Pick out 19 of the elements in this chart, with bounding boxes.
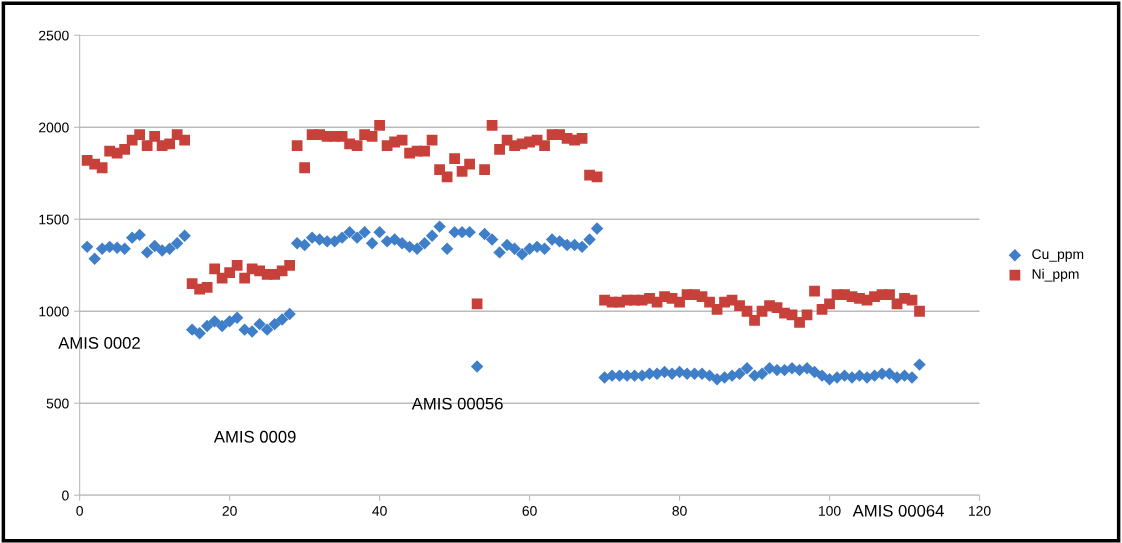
y-tick-label: 2500 — [39, 30, 69, 41]
x-tick-label: 60 — [522, 506, 537, 516]
x-tick-label: 80 — [672, 506, 687, 516]
legend-label: Ni_ppm — [1032, 268, 1079, 282]
y-tick-label: 1000 — [39, 306, 69, 317]
y-tick-label: 1500 — [39, 214, 69, 225]
y-tick-label: 0 — [62, 490, 69, 501]
x-tick-label: 20 — [222, 506, 237, 516]
legend-label: Cu_ppm — [1032, 249, 1084, 262]
y-tick-label: 2000 — [39, 122, 69, 133]
annotation: AMIS 00056 — [411, 397, 503, 410]
annotation: AMIS 0002 — [58, 337, 140, 349]
x-tick-label: 40 — [372, 506, 387, 516]
x-tick-label: 0 — [76, 506, 83, 516]
y-tick-label: 500 — [46, 398, 69, 409]
text: AMIS 00064 — [852, 504, 944, 517]
x-tick-label: 120 — [968, 506, 991, 516]
annotation: AMIS 0009 — [213, 430, 296, 443]
x-tick-label: 100 — [819, 506, 841, 516]
